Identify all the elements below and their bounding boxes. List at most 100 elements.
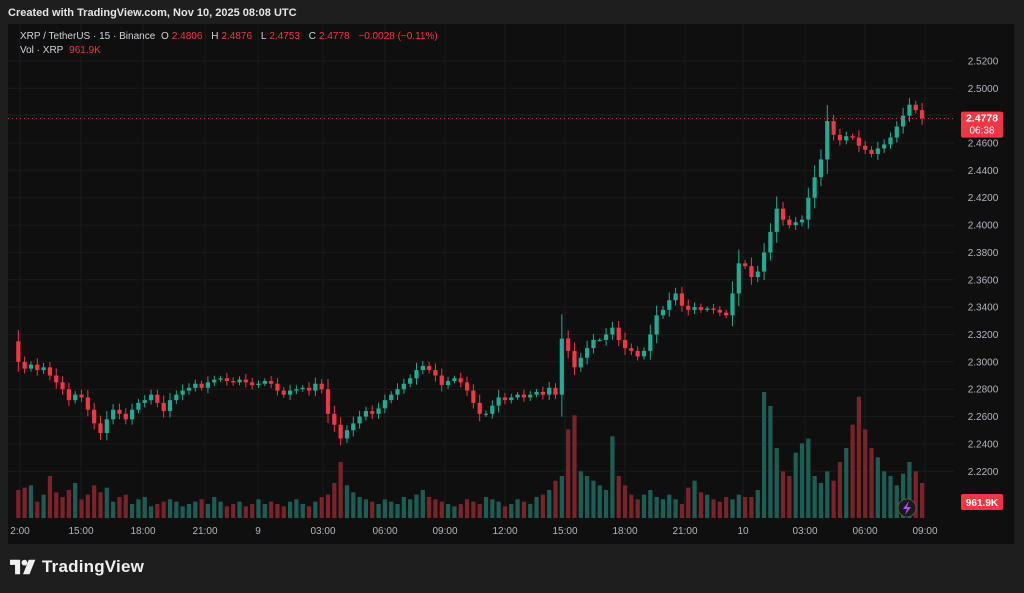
candle-body: [812, 177, 817, 198]
candle-body: [439, 375, 444, 386]
y-tick-label: 2.3600: [968, 275, 999, 286]
legend-symbol: XRP / TetherUS · 15 · Binance: [20, 31, 156, 42]
volume-bar: [597, 485, 602, 518]
y-tick-label: 2.3800: [968, 248, 999, 259]
grid-layer: [8, 24, 954, 518]
volume-bar: [547, 490, 552, 518]
volume-bar: [439, 501, 444, 518]
volume-bar: [111, 501, 116, 518]
candle-body: [357, 416, 362, 424]
candle-body: [603, 334, 609, 340]
volume-bar: [502, 506, 508, 518]
volume-bar: [578, 471, 583, 518]
volume-bar: [167, 499, 173, 518]
candle-body: [351, 423, 356, 431]
legend-vol-value: 961.9K: [69, 45, 101, 56]
candle-body: [136, 402, 141, 410]
candle-body: [92, 409, 97, 424]
candle-body: [799, 219, 805, 223]
candle-body: [269, 380, 274, 384]
candle-body: [186, 387, 192, 391]
candle-body: [54, 375, 59, 383]
volume-bar: [401, 497, 406, 518]
volume-bar: [370, 501, 375, 518]
volume-bar: [243, 506, 248, 518]
volume-bar: [528, 504, 533, 518]
x-tick-label: 18:00: [130, 526, 155, 537]
candle-body: [547, 387, 552, 395]
candle-body: [768, 231, 773, 253]
candle-body: [515, 394, 520, 398]
y-tick-label: 2.3200: [968, 330, 999, 341]
volume-bar: [351, 492, 356, 518]
chart-area[interactable]: 2.52002.50002.48002.46002.44002.42002.40…: [8, 24, 1014, 544]
candle-body: [338, 424, 343, 439]
volume-tag-bg: [961, 494, 1003, 510]
volume-bar: [193, 501, 198, 518]
candle-body: [660, 309, 666, 316]
legend-open: O 2.4806: [161, 31, 203, 42]
candle-body: [585, 348, 590, 358]
volume-tag-value: 961.9K: [966, 498, 999, 509]
volume-bar: [515, 499, 520, 518]
volume-bar: [123, 494, 128, 518]
volume-bar: [92, 485, 97, 518]
x-tick-label: 21:00: [192, 526, 217, 537]
candle-body: [673, 293, 678, 301]
volume-bar: [863, 429, 868, 518]
x-tick-label: 09:00: [432, 526, 457, 537]
candle-body: [294, 389, 299, 391]
candle-body: [907, 104, 912, 116]
y-tick-label: 2.4200: [968, 193, 999, 204]
candle-body: [28, 364, 34, 369]
candle-body: [243, 379, 248, 383]
volume-bar: [22, 487, 27, 518]
volume-bar: [155, 504, 160, 518]
candle-body: [553, 387, 558, 395]
candle-body: [180, 390, 185, 395]
volume-bar: [313, 501, 318, 518]
candle-body: [250, 382, 255, 386]
candlestick-chart[interactable]: 2.52002.50002.48002.46002.44002.42002.40…: [8, 24, 1014, 544]
volume-bar: [755, 490, 760, 518]
candle-body: [395, 389, 400, 395]
candle-body: [237, 379, 242, 383]
volume-bar: [780, 471, 786, 518]
volume-bar: [224, 506, 229, 518]
y-tick-label: 2.4600: [968, 139, 999, 150]
volume-bar: [534, 497, 539, 518]
volume-bar: [850, 424, 855, 518]
candle-body: [363, 411, 369, 417]
candle-body: [79, 394, 84, 398]
volume-bar: [357, 497, 362, 518]
x-tick-label: 15:00: [552, 526, 577, 537]
volume-bar: [420, 490, 425, 518]
volume-bar: [610, 436, 615, 518]
volume-bar: [882, 471, 887, 518]
candle-body: [496, 397, 501, 406]
replay-button[interactable]: [897, 498, 917, 518]
candle-body: [730, 293, 735, 316]
candle-body: [22, 361, 27, 369]
candle-body: [667, 300, 672, 310]
volume-bar: [250, 504, 255, 518]
volume-bar: [572, 415, 577, 518]
candle-body: [825, 121, 830, 160]
candle-body: [427, 365, 432, 371]
candle-body: [616, 327, 621, 340]
volume-bar: [660, 499, 666, 518]
candle-body: [306, 387, 312, 391]
volume-bar: [603, 490, 609, 518]
volume-bar: [888, 476, 893, 518]
volume-bar: [281, 506, 286, 518]
legend-low: L 2.4753: [260, 31, 300, 42]
candle-body: [224, 378, 229, 381]
volume-bar: [458, 504, 463, 518]
y-tick-label: 2.2800: [968, 385, 999, 396]
volume-bar: [104, 487, 109, 518]
candle-body: [174, 394, 179, 401]
volume-bar: [376, 504, 381, 518]
candle-body: [724, 312, 729, 316]
